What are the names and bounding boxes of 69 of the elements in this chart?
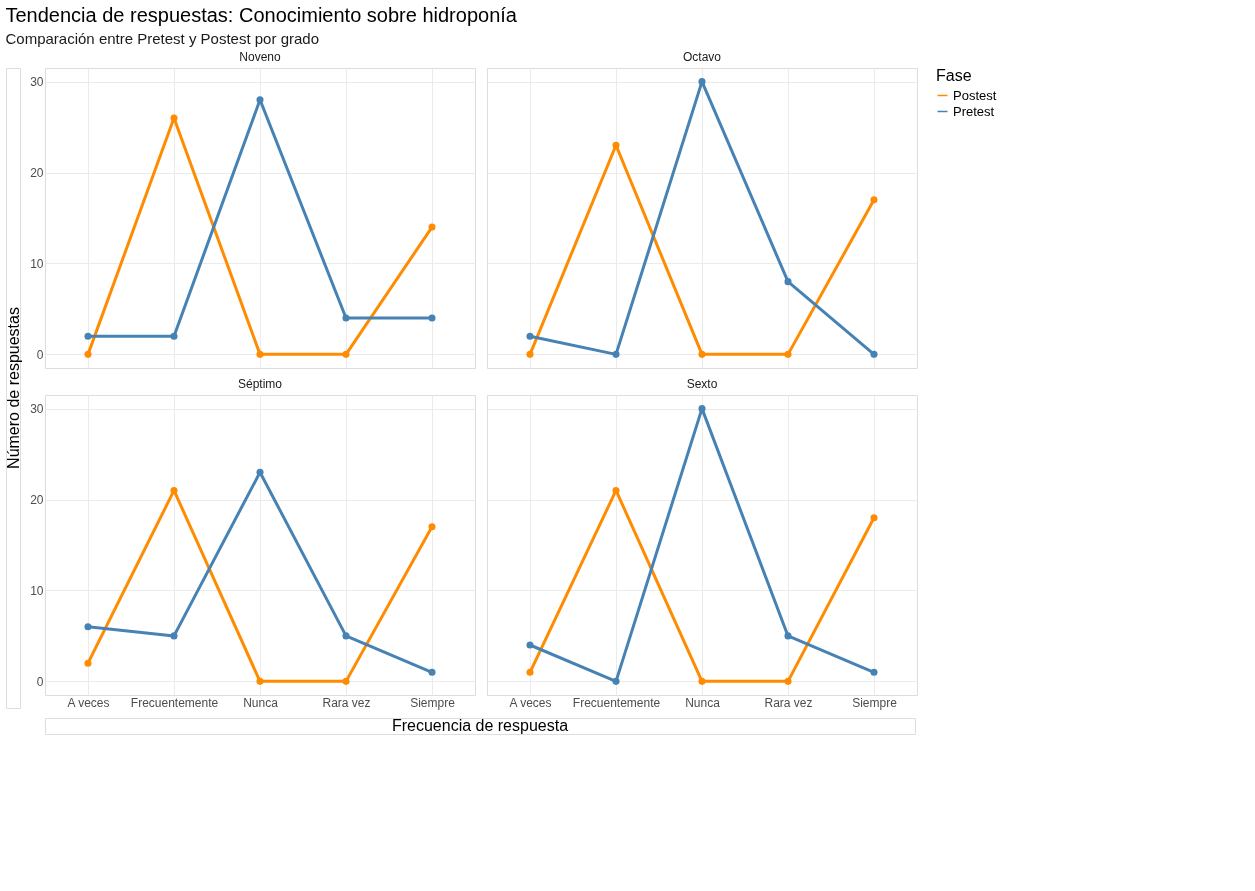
y-tick-label: 30 [30, 75, 44, 90]
point [870, 196, 878, 204]
point [870, 350, 878, 358]
legend-title: Fase [936, 67, 972, 84]
point [526, 668, 534, 676]
point [170, 632, 178, 640]
point [612, 677, 620, 685]
point [256, 96, 264, 104]
point [784, 677, 792, 685]
point [84, 332, 92, 340]
point [612, 141, 620, 149]
y-tick-label: 20 [30, 493, 44, 508]
x-tick-label: A veces [509, 695, 552, 710]
point [698, 677, 706, 685]
point [256, 677, 264, 685]
point [170, 332, 178, 340]
point [170, 486, 178, 494]
point [870, 514, 878, 522]
x-tick-label: Frecuentemente [130, 695, 219, 710]
chart-title: Octavo [682, 50, 722, 64]
x-tick-label: Nunca [685, 695, 721, 710]
y-axis-title: Número de respuestas [5, 307, 22, 469]
point [698, 350, 706, 358]
point [698, 78, 706, 86]
point [84, 350, 92, 358]
point [428, 314, 436, 322]
x-tick-label: Rara vez [764, 695, 813, 710]
text: Tendencia de respuestas: Conocimiento sobre hidroponía [5, 3, 518, 26]
point [526, 350, 534, 358]
point [342, 350, 350, 358]
text: Comparación entre Pretest y Postest por grado [5, 29, 319, 47]
x-tick-label: A veces [67, 695, 110, 710]
point [698, 405, 706, 413]
y-tick-label: 0 [36, 674, 44, 689]
point [428, 523, 436, 531]
x-tick-label: Rara vez [322, 695, 371, 710]
x-axis-title: Frecuencia de respuesta [391, 717, 569, 734]
point [170, 114, 178, 122]
point [428, 668, 436, 676]
point [84, 623, 92, 631]
chart-title: Sexto [686, 377, 718, 391]
point [612, 486, 620, 494]
y-tick-label: 0 [36, 347, 44, 362]
point [342, 632, 350, 640]
y-tick-label: 20 [30, 166, 44, 181]
x-tick-label: Siempre [852, 695, 898, 710]
chart-title: Séptimo [237, 377, 283, 391]
x-tick-label: Siempre [410, 695, 456, 710]
point [784, 278, 792, 286]
point [342, 314, 350, 322]
y-tick-label: 10 [30, 256, 44, 271]
legend-label: Pretest [953, 103, 995, 119]
x-tick-label: Nunca [243, 695, 279, 710]
point [342, 677, 350, 685]
legend-label: Postest [953, 87, 997, 103]
point [526, 332, 534, 340]
point [84, 659, 92, 667]
point [784, 632, 792, 640]
x-tick-label: Frecuentemente [572, 695, 661, 710]
point [526, 641, 534, 649]
chart-title: Noveno [239, 50, 281, 64]
point [256, 350, 264, 358]
point [256, 468, 264, 476]
point [428, 223, 436, 231]
y-tick-label: 10 [30, 583, 44, 598]
point [870, 668, 878, 676]
y-tick-label: 30 [30, 402, 44, 417]
point [784, 350, 792, 358]
point [612, 350, 620, 358]
